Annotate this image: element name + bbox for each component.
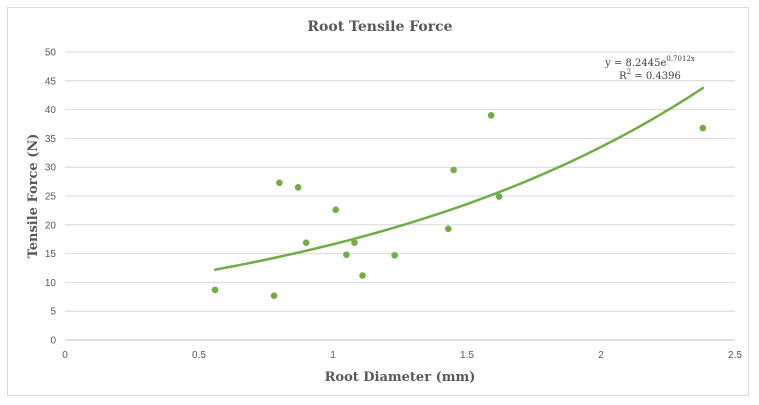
y-tick-label: 0: [50, 336, 56, 347]
data-point: [359, 272, 366, 279]
y-tick-label: 10: [45, 278, 57, 289]
y-tick-label: 50: [45, 48, 57, 59]
chart-title: Root Tensile Force: [307, 19, 452, 35]
data-point: [343, 251, 350, 259]
x-tick-label: 0.5: [192, 350, 206, 361]
y-tick-label: 5: [50, 307, 56, 318]
chart-frame: [7, 7, 749, 396]
y-tick-label: 15: [45, 249, 57, 260]
data-point: [487, 112, 495, 119]
y-tick-label: 30: [45, 163, 57, 174]
data-points: [211, 112, 707, 299]
r2-prefix: R: [619, 71, 627, 82]
data-point: [495, 193, 503, 200]
exponential-trendline: [213, 86, 705, 271]
data-point: [276, 179, 283, 187]
trendline-equation: y = 8.2445e0.7012x: [604, 55, 695, 69]
y-tick-label: 25: [45, 192, 57, 203]
r2-value: = 0.4396: [631, 71, 681, 82]
data-point: [699, 124, 707, 132]
data-point: [332, 206, 339, 214]
x-tick-label: 1: [330, 350, 336, 361]
equation-base: y = 8.2445e: [604, 58, 666, 69]
x-tick-label: 1.5: [460, 350, 474, 361]
x-axis-ticks: 0 0.5 1 1.5 2 2.5: [62, 350, 742, 361]
y-tick-label: 20: [45, 220, 57, 231]
y-axis-ticks: 0 5 10 15 20 25 30 35 40 45 50: [45, 48, 57, 347]
data-point: [294, 184, 302, 191]
x-tick-label: 2.5: [728, 350, 742, 361]
data-point: [302, 239, 310, 246]
data-point: [391, 252, 398, 259]
r2-superscript: 2: [627, 68, 631, 76]
y-tick-label: 40: [45, 105, 57, 116]
data-point: [351, 239, 358, 246]
trendline-r-squared: R2 = 0.4396: [619, 68, 681, 82]
data-point: [444, 225, 452, 233]
x-tick-label: 2: [598, 350, 604, 361]
x-tick-label: 0: [62, 350, 68, 361]
gridlines: [65, 51, 735, 312]
data-point: [270, 292, 278, 299]
x-axis-title: Root Diameter (mm): [325, 370, 476, 385]
y-tick-label: 45: [45, 76, 57, 87]
equation-exponent: 0.7012x: [666, 55, 694, 63]
y-tick-label: 35: [45, 134, 57, 145]
data-point: [450, 166, 457, 174]
y-axis-title: Tensile Force (N): [26, 134, 41, 259]
data-point: [211, 286, 219, 294]
